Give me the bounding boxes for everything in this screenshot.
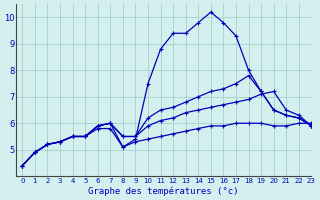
X-axis label: Graphe des températures (°c): Graphe des températures (°c) (88, 186, 239, 196)
